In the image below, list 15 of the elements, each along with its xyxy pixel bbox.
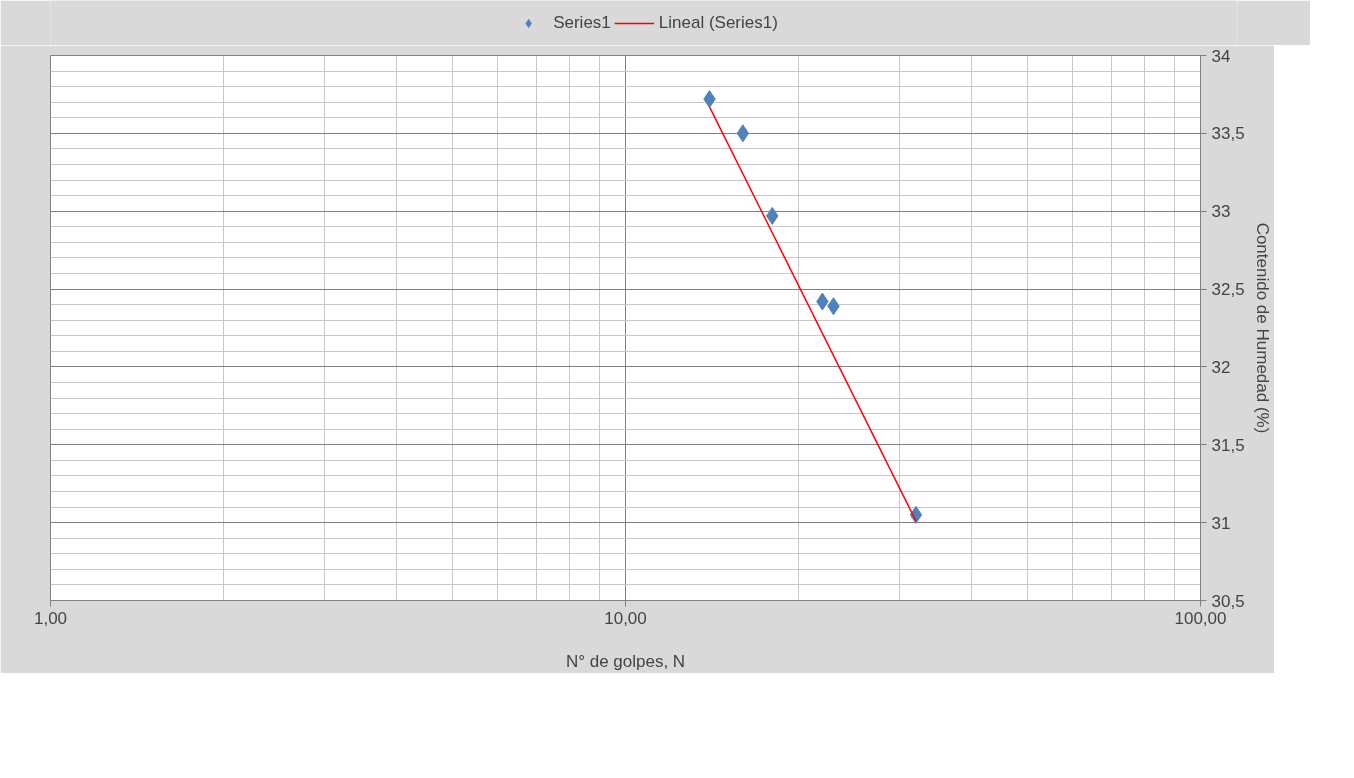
y-axis-title: Contenido de Humedad (%) (1252, 222, 1272, 434)
y-tick-label: 33 (1211, 202, 1231, 222)
x-axis-title: N° de golpes, N (565, 651, 686, 671)
x-tick-label: 1,00 (33, 608, 68, 628)
y-tick-label: 32 (1211, 357, 1231, 377)
y-tick-label: 34 (1211, 46, 1231, 66)
x-tick-label: 10,00 (604, 608, 647, 628)
y-tick-label: 31 (1211, 513, 1231, 533)
y-tick-label: 30,5 (1211, 591, 1245, 611)
y-tick-label: 31,5 (1211, 435, 1245, 455)
legend-label: Lineal (Series1) (658, 12, 778, 33)
x-tick-label: 100,00 (1174, 608, 1227, 628)
y-tick-label: 33,5 (1211, 124, 1245, 144)
legend-label: Series1 (553, 12, 611, 33)
y-tick-label: 32,5 (1211, 280, 1245, 300)
